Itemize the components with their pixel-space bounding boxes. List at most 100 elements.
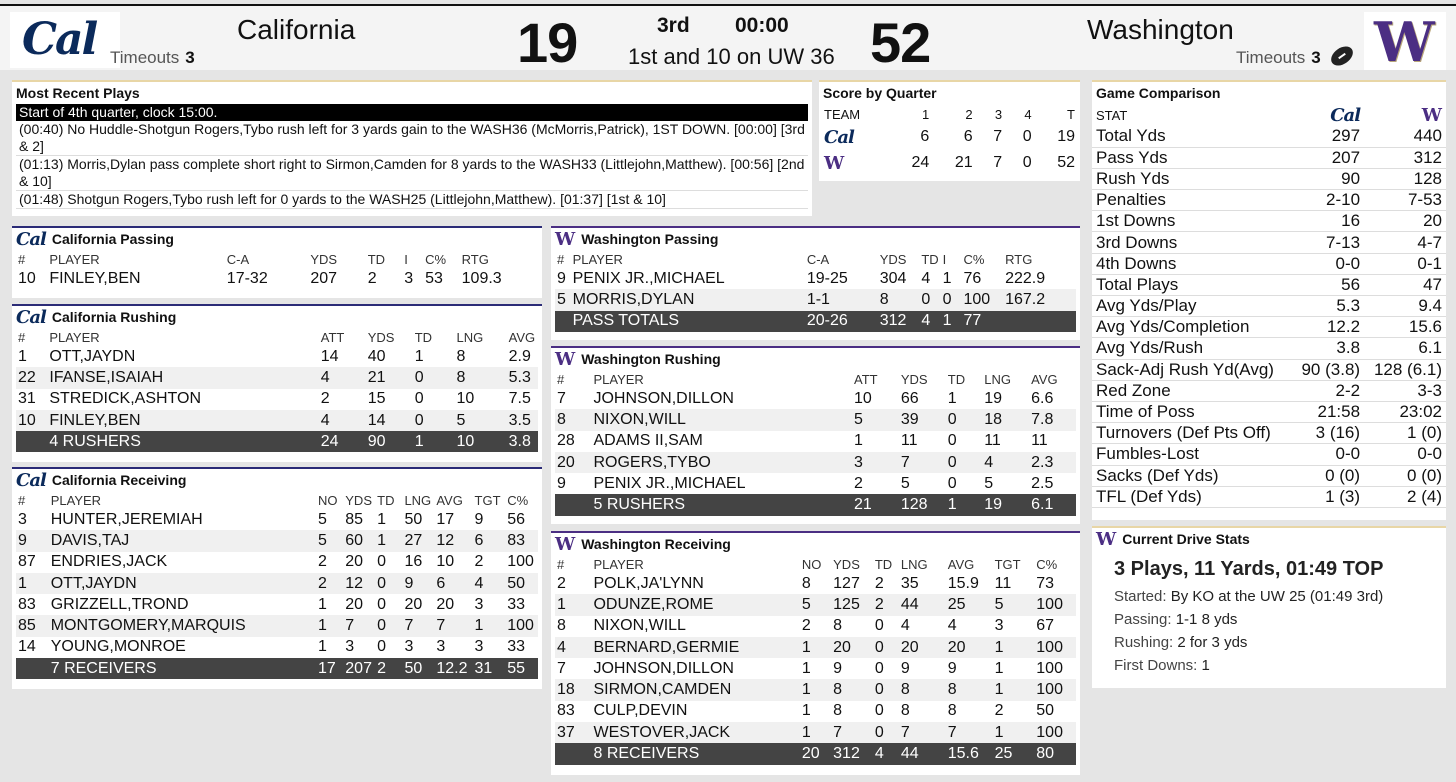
stat-name: 1st Downs (1092, 210, 1293, 233)
stat-cell: 3 (852, 451, 899, 474)
stat-cell: 7.8 (1029, 409, 1076, 431)
stat-cell: 4 (318, 409, 366, 432)
scoreboard: Cal California Timeouts 3 19 3rd 00:00 1s… (0, 4, 1456, 74)
comparison-row: Avg Yds/Play 5.3 9.4 (1092, 295, 1446, 318)
stat-cell: 5 (852, 409, 899, 431)
stat-cell: 5 (799, 594, 832, 616)
comparison-row: Fumbles-Lost 0-0 0-0 (1092, 443, 1446, 466)
drive-details: Started: By KO at the UW 25 (01:49 3rd) P… (1092, 585, 1446, 677)
total-cell: 17 (316, 658, 344, 680)
recent-plays-title: Most Recent Plays (16, 85, 140, 101)
uw-stat: 47 (1364, 274, 1446, 297)
total-cell: 4 (872, 743, 899, 765)
stat-cell: 56 (507, 510, 526, 528)
column-header: I (942, 251, 947, 267)
total-cell: 80 (1034, 743, 1076, 765)
stat-cell: 50 (1036, 702, 1055, 720)
cal-stat: 2-10 (1292, 189, 1365, 212)
team-logo: W (824, 152, 845, 174)
stat-cell: 6.6 (1031, 389, 1054, 407)
total-cell (555, 743, 592, 765)
column-header: C% (1036, 556, 1058, 572)
stat-name: Red Zone (1092, 380, 1293, 402)
uw-mini-logo: W (1096, 528, 1117, 550)
stat-cell: 1 (799, 636, 832, 659)
uw-receiving-panel: W Washington Receiving # PLAYER NO YDS TD LNG A… (551, 531, 1080, 775)
total-cell: 3.8 (506, 431, 538, 453)
stat-cell: 2 (316, 572, 344, 595)
totals-row: PASS TOTALS 20-26 312 4 1 77 (555, 310, 1076, 332)
cal-stat: 90 (3.8) (1292, 359, 1365, 381)
cal-logo: Cal (10, 12, 120, 68)
stat-cell: 3.5 (506, 409, 538, 432)
stat-cell: 7 (831, 722, 873, 744)
cal-stat: 1 (3) (1292, 486, 1365, 508)
uw-rushing-panel: W Washington Rushing # PLAYER ATT YDS TD LNG AV… (551, 346, 1080, 524)
column-header: LNG (404, 492, 432, 508)
stat-cell: 20 (945, 636, 993, 659)
comparison-row: Turnovers (Def Pts Off) 3 (16) 1 (0) (1092, 422, 1446, 445)
stat-cell: 14 (365, 409, 413, 432)
comparison-row: Penalties 2-10 7-53 (1092, 189, 1446, 212)
column-header: PLAYER (49, 329, 100, 345)
play-item: (01:48) Shotgun Rogers,Tybo rush left fo… (16, 191, 808, 209)
away-score: 52 (870, 11, 931, 74)
total-cell: 5 RUSHERS (591, 494, 852, 516)
stat-cell: 12 (343, 572, 376, 595)
table-row: 1 ODUNZE,ROME 5 125 2 44 25 5 100 (555, 594, 1076, 616)
comparison-row: Sacks (Def Yds) 0 (0) 0 (0) (1092, 465, 1446, 487)
stat-cell: 85 (345, 510, 364, 528)
uw-receiving-table: # PLAYER NO YDS TD LNG AVG TGT C% 2 POLK,JA'LYNN 8 1… (555, 555, 1076, 765)
total-cell: PASS TOTALS (570, 310, 805, 332)
column-header: YDS (900, 371, 928, 387)
stat-cell: 3 (474, 638, 484, 656)
uw-passing-title: Washington Passing (581, 231, 719, 247)
stat-cell: 20 (555, 451, 592, 474)
total-cell: 25 (992, 743, 1035, 765)
stat-cell: 222.9 (1005, 269, 1046, 287)
player-name: ROGERS,TYBO (591, 451, 852, 474)
column-header: YDS (367, 329, 395, 345)
score-by-quarter-title: Score by Quarter (823, 85, 937, 101)
uw-receiving-header-row: # PLAYER NO YDS TD LNG AVG TGT C% (555, 555, 1076, 573)
total-cell: 4 RUSHERS (47, 431, 319, 453)
stat-name: Fumbles-Lost (1092, 443, 1293, 466)
stat-cell: 8 (456, 347, 466, 365)
stat-cell: 37 (555, 722, 592, 744)
total-cell: 50 (402, 658, 435, 680)
stat-cell: 7 (898, 722, 946, 744)
stat-cell: 33 (507, 638, 526, 656)
total-cell: 2 (375, 658, 403, 680)
quarter-header: 2 (965, 106, 973, 122)
stat-cell: 4 (900, 617, 910, 635)
column-header: RTG (1005, 251, 1033, 267)
game-comparison-title: Game Comparison (1096, 85, 1221, 101)
stat-cell: 5 (454, 409, 507, 432)
stat-cell: 0 (940, 289, 962, 311)
cal-stat: 3 (16) (1292, 422, 1365, 445)
stat-cell: 17-32 (226, 269, 268, 287)
uw-passing-header-row: # PLAYER C-A YDS TD I C% RTG (555, 250, 1076, 268)
table-row: 4 BERNARD,GERMIE 1 20 0 20 20 1 100 (555, 636, 1076, 659)
column-header: LNG (984, 371, 1011, 387)
current-drive-panel: W Current Drive Stats 3 Plays, 11 Yards, … (1092, 526, 1446, 688)
stat-cell: 1 (318, 638, 327, 656)
stat-cell: 3 (18, 510, 27, 528)
column-header: TGT (474, 492, 501, 508)
stat-cell: 83 (557, 702, 575, 720)
possession-football-icon (1327, 42, 1357, 70)
table-row: 9 PENIX JR.,MICHAEL 2 5 0 5 2.5 (555, 473, 1076, 494)
quarter-score: 7 (993, 128, 1003, 145)
drive-line-label: Rushing: (1114, 634, 1174, 651)
player-name: BERNARD,GERMIE (591, 636, 800, 659)
stat-cell: 9 (947, 659, 957, 677)
stat-cell: 100 (1034, 594, 1076, 616)
total-cell: 1 (940, 310, 962, 332)
total-cell: 10 (454, 431, 507, 453)
stat-cell: 2 (801, 617, 811, 635)
player-name: NIXON,WILL (593, 617, 686, 635)
stat-cell: 11 (994, 574, 1012, 592)
uw-stat: 128 (6.1) (1364, 359, 1446, 381)
cal-mini-logo: Cal (16, 469, 47, 491)
quarter-score: 6 (963, 128, 973, 145)
